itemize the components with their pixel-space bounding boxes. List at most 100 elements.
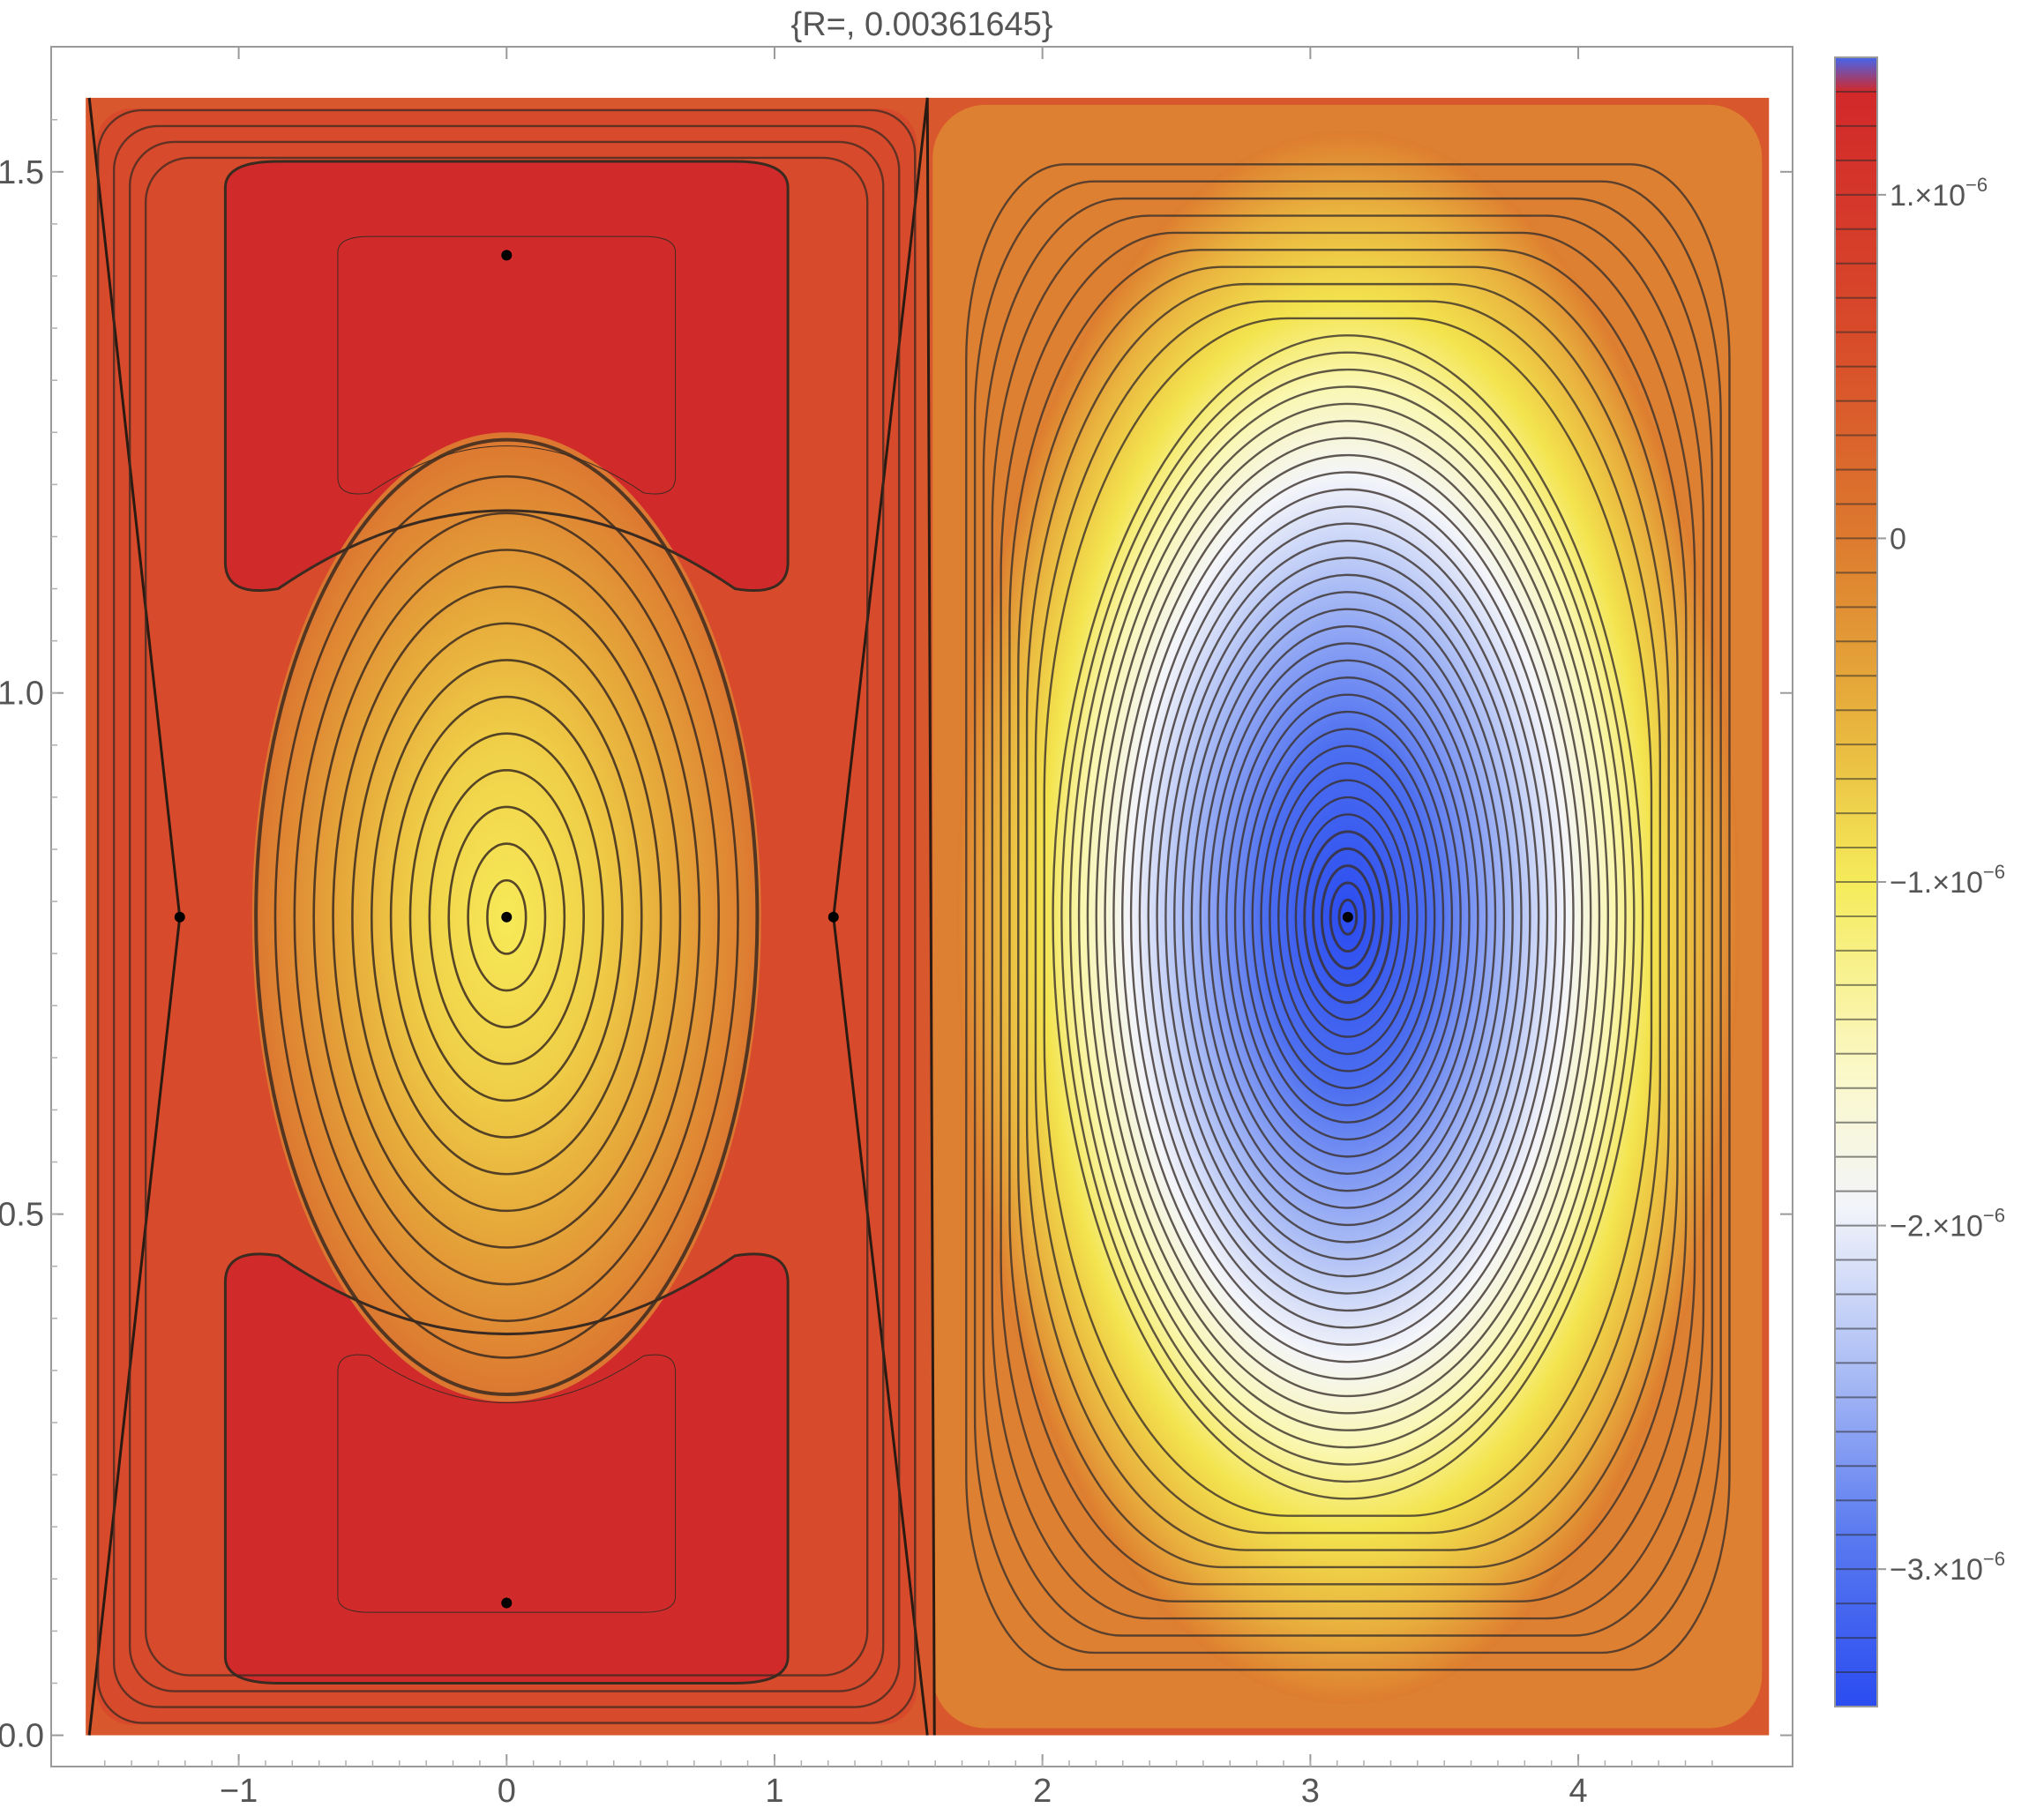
plot-frame bbox=[50, 46, 1793, 1767]
contour-line bbox=[428, 768, 586, 1065]
contour-line bbox=[1199, 624, 1497, 1209]
colorbar-tick-label: 0 bbox=[1890, 522, 1906, 556]
colorbar-tick-exponent: −6 bbox=[1965, 174, 1988, 196]
contour-line bbox=[254, 437, 760, 1397]
y-tick-label: 0.0 bbox=[0, 1718, 44, 1755]
contour-line bbox=[1052, 334, 1644, 1500]
contour-line bbox=[1329, 881, 1367, 953]
contour-line bbox=[96, 108, 917, 1724]
y-tick-label: 1.5 bbox=[0, 154, 44, 191]
contour-line bbox=[1208, 642, 1488, 1192]
contour-line bbox=[1121, 471, 1575, 1363]
contour-line bbox=[1164, 557, 1531, 1278]
contour-line bbox=[1251, 728, 1445, 1107]
contour-line bbox=[1025, 282, 1670, 1551]
contour-line bbox=[1129, 488, 1566, 1346]
contour-line bbox=[1269, 762, 1427, 1072]
contour-line bbox=[982, 197, 1714, 1637]
colorbar-tick-mantissa: −2.×10 bbox=[1890, 1210, 1983, 1244]
x-tick-label: 2 bbox=[1033, 1773, 1052, 1808]
extremum-point bbox=[501, 911, 513, 923]
colorbar-tick-mantissa: 0 bbox=[1890, 522, 1906, 556]
contour-lines bbox=[87, 97, 1731, 1736]
separatrix bbox=[925, 97, 936, 1736]
contour-line bbox=[1242, 710, 1454, 1124]
contour-line bbox=[337, 1354, 677, 1613]
contour-line bbox=[1312, 847, 1384, 987]
contour-line bbox=[337, 235, 677, 495]
contour-line bbox=[467, 842, 547, 992]
contour-line bbox=[1069, 368, 1627, 1466]
contour-line bbox=[1173, 573, 1523, 1260]
extremum-point bbox=[501, 1597, 513, 1609]
chart-title: {R=, 0.00361645} bbox=[791, 6, 1053, 43]
contour-line bbox=[408, 732, 604, 1102]
axes: −1 0 1 2 3 4 0.0 0.5 1.0 1.5 bbox=[0, 47, 1793, 1808]
colorbar-tick-exponent: −6 bbox=[1983, 1548, 2005, 1570]
contour-line bbox=[973, 180, 1722, 1655]
contour-line bbox=[128, 140, 885, 1692]
colorbar: 1.×10−60−1.×10−6−2.×10−6−3.×10−6 bbox=[1834, 56, 2005, 1707]
contour-line bbox=[1095, 420, 1601, 1415]
contour-line bbox=[112, 124, 901, 1708]
contour-line bbox=[1043, 317, 1653, 1517]
contour-line bbox=[1277, 779, 1419, 1056]
x-tick-label: 3 bbox=[1301, 1773, 1320, 1808]
contour-line bbox=[1225, 676, 1471, 1158]
colorbar-tick-label: 1.×10−6 bbox=[1890, 174, 1988, 213]
contour-line bbox=[1000, 231, 1696, 1603]
contour-line bbox=[273, 474, 739, 1359]
frame-border bbox=[50, 46, 1793, 1767]
contour-line bbox=[223, 1252, 790, 1685]
y-tick-label: 1.0 bbox=[0, 676, 44, 713]
contour-line bbox=[370, 659, 643, 1176]
contour-line bbox=[1233, 693, 1462, 1141]
lower-red-lobe bbox=[225, 1253, 789, 1684]
contour-line bbox=[1077, 385, 1618, 1449]
contour-line bbox=[1303, 830, 1393, 1005]
contour-line bbox=[1285, 796, 1410, 1038]
contour-line bbox=[1112, 453, 1584, 1380]
y-tick-label: 0.5 bbox=[0, 1197, 44, 1234]
contour-line bbox=[1337, 898, 1359, 936]
contour-line bbox=[1138, 505, 1558, 1329]
colorbar-tick-mantissa: −3.×10 bbox=[1890, 1553, 1983, 1587]
colorbar-tick-label: −3.×10−6 bbox=[1890, 1548, 2005, 1587]
contour-line bbox=[1181, 591, 1514, 1244]
x-tick-label: 1 bbox=[765, 1773, 783, 1808]
colorbar-tick-mantissa: 1.×10 bbox=[1890, 179, 1965, 213]
contour-line bbox=[1260, 744, 1436, 1089]
contour-line bbox=[1190, 608, 1506, 1227]
contour-line bbox=[1034, 300, 1662, 1535]
contour-line bbox=[1104, 437, 1592, 1398]
contour-line bbox=[1017, 265, 1679, 1569]
saddle-point bbox=[827, 911, 839, 923]
colorbar-tick-exponent: −6 bbox=[1983, 1205, 2005, 1227]
contour-line bbox=[965, 163, 1731, 1671]
contour-line bbox=[1217, 659, 1479, 1175]
contour-line bbox=[1320, 864, 1375, 970]
contour-line bbox=[447, 805, 566, 1029]
saddle-point bbox=[174, 911, 185, 923]
contour-line bbox=[991, 214, 1705, 1620]
contour-line bbox=[293, 512, 720, 1323]
contour-line bbox=[1086, 402, 1610, 1431]
colorbar-tick-mantissa: −1.×10 bbox=[1890, 866, 1983, 900]
contour-line bbox=[144, 156, 869, 1677]
extremum-point bbox=[1342, 911, 1353, 923]
x-tick-label: 0 bbox=[498, 1773, 516, 1808]
colorbar-tick-label: −2.×10−6 bbox=[1890, 1205, 2005, 1244]
contour-line bbox=[1156, 539, 1540, 1295]
colorbar-tick-label: −1.×10−6 bbox=[1890, 861, 2005, 900]
upper-red-lobe bbox=[225, 161, 789, 591]
x-tick-label: −1 bbox=[220, 1773, 258, 1808]
contour-line bbox=[351, 622, 663, 1213]
contour-line bbox=[486, 878, 528, 955]
critical-points bbox=[174, 250, 1353, 1609]
contour-line bbox=[1060, 351, 1636, 1483]
contour-line bbox=[1294, 813, 1402, 1021]
contour-line bbox=[332, 585, 682, 1249]
contour-line bbox=[312, 549, 701, 1286]
contour-line bbox=[1008, 249, 1688, 1586]
